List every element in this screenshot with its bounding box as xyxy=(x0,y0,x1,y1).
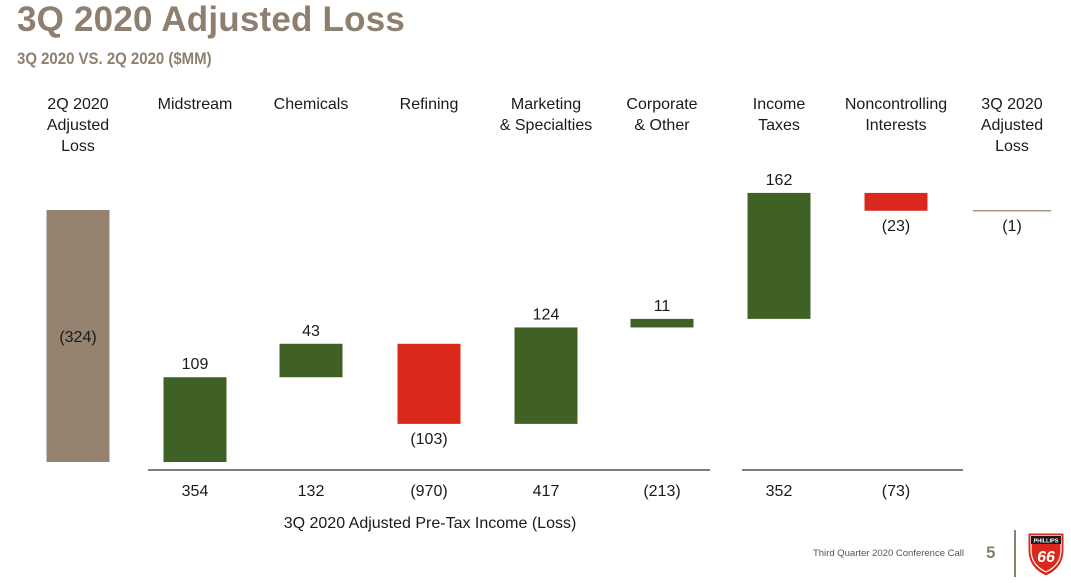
bar xyxy=(630,318,694,328)
bar xyxy=(864,192,928,211)
value-label: 162 xyxy=(766,172,793,189)
bar xyxy=(514,327,578,424)
bottom-value-label: 354 xyxy=(182,483,209,500)
bars xyxy=(46,192,1051,462)
category-labels: 2Q 2020 Adjusted Loss Midstream Chemicals Ref… xyxy=(47,96,1043,155)
bar xyxy=(747,192,811,319)
category-label: Marketing & Specialties xyxy=(500,96,593,134)
bar xyxy=(279,343,343,378)
category-label: Noncontrolling Interests xyxy=(845,96,947,134)
page-number: 5 xyxy=(986,543,996,562)
value-label: (103) xyxy=(410,431,447,448)
value-label: 43 xyxy=(302,323,320,340)
bottom-labels: 354 132 (970) 417 (213) 352 (73) xyxy=(182,483,911,500)
x-axis-title: 3Q 2020 Adjusted Pre-Tax Income (Loss) xyxy=(284,515,577,532)
value-label: (23) xyxy=(882,218,910,235)
bottom-value-label: 352 xyxy=(766,483,793,500)
value-label: 124 xyxy=(533,306,560,323)
category-label: Midstream xyxy=(158,96,233,113)
category-label: Corporate & Other xyxy=(626,96,697,134)
category-label: 3Q 2020 Adjusted Loss xyxy=(981,96,1043,155)
bar xyxy=(163,377,227,462)
category-label: Chemicals xyxy=(274,96,349,113)
logo-main-text: 66 xyxy=(1037,549,1055,566)
bottom-value-label: (73) xyxy=(882,483,910,500)
phillips66-logo: PHILLIPS 66 xyxy=(1027,532,1065,577)
value-label: 11 xyxy=(654,298,671,315)
logo-top-text: PHILLIPS xyxy=(1034,539,1059,545)
value-label: (324) xyxy=(59,329,96,346)
value-label: (1) xyxy=(1002,218,1022,235)
category-label: Income Taxes xyxy=(753,96,806,134)
bottom-value-label: (970) xyxy=(410,483,447,500)
value-label: 109 xyxy=(182,356,209,373)
bottom-value-label: (213) xyxy=(643,483,680,500)
bottom-value-label: 132 xyxy=(298,483,325,500)
bar xyxy=(46,210,110,462)
bottom-value-label: 417 xyxy=(533,483,560,500)
page-title: 3Q 2020 Adjusted Loss xyxy=(17,0,406,39)
category-label: Refining xyxy=(400,96,459,113)
category-label: 2Q 2020 Adjusted Loss xyxy=(47,96,109,155)
value-labels: (324) 109 43 (103) 124 11 162 (23) (1) xyxy=(59,172,1021,448)
footer-divider xyxy=(1014,530,1016,577)
footer-text: Third Quarter 2020 Conference Call xyxy=(812,548,964,559)
bar xyxy=(397,343,461,424)
page-subtitle: 3Q 2020 VS. 2Q 2020 ($MM) xyxy=(17,49,212,68)
